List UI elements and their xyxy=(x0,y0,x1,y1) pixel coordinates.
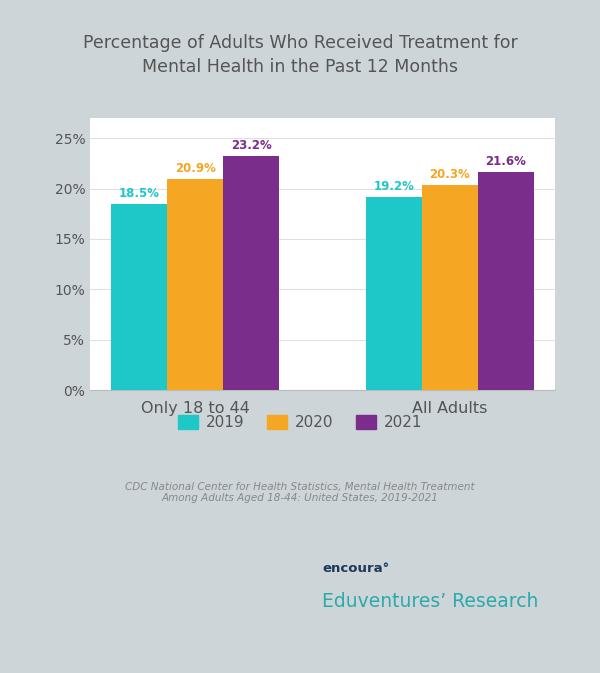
Text: encoura°: encoura° xyxy=(322,562,389,575)
Text: 20.3%: 20.3% xyxy=(430,168,470,182)
Bar xyxy=(167,180,223,390)
Text: 19.2%: 19.2% xyxy=(373,180,414,192)
Text: Percentage of Adults Who Received Treatment for
Mental Health in the Past 12 Mon: Percentage of Adults Who Received Treatm… xyxy=(83,34,517,77)
Text: 21.6%: 21.6% xyxy=(485,155,526,168)
Text: 20.9%: 20.9% xyxy=(175,162,215,176)
Legend: 2019, 2020, 2021: 2019, 2020, 2021 xyxy=(172,409,428,436)
Bar xyxy=(366,197,422,390)
Text: 18.5%: 18.5% xyxy=(119,186,160,200)
Bar xyxy=(422,186,478,390)
Text: 23.2%: 23.2% xyxy=(231,139,272,152)
Text: CDC National Center for Health Statistics, Mental Health Treatment
Among Adults : CDC National Center for Health Statistic… xyxy=(125,482,475,503)
Bar xyxy=(223,156,279,390)
Bar xyxy=(111,204,167,390)
Bar xyxy=(478,172,534,390)
Text: Eduventures’ Research: Eduventures’ Research xyxy=(322,592,538,611)
